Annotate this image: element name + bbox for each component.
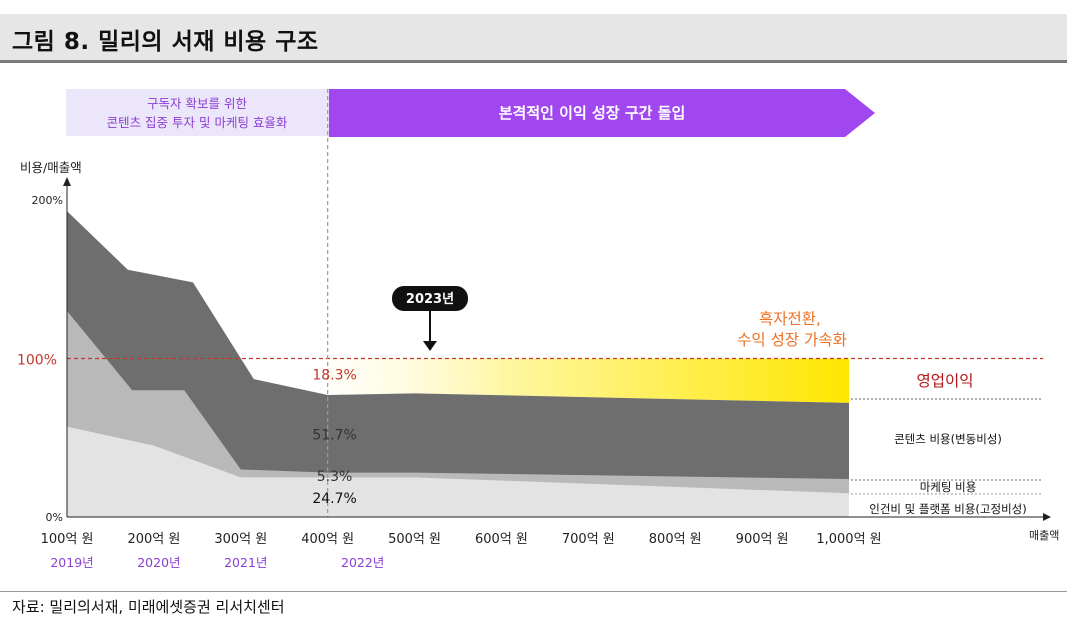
x-tick-label: 700억 원 bbox=[562, 532, 615, 547]
x-tick-label: 100억 원 bbox=[41, 532, 94, 547]
y-tick-label: 200% bbox=[32, 194, 63, 207]
banner-left-box bbox=[66, 89, 329, 136]
data-label: 5.3% bbox=[317, 469, 353, 485]
title-bar: 그림 8. 밀리의 서재 비용 구조 bbox=[0, 14, 1067, 63]
legend-content: 콘텐츠 비용(변동비성) bbox=[894, 432, 1002, 446]
y-tick-label: 100% bbox=[17, 353, 57, 369]
banner-right-text: 본격적인 이익 성장 구간 돌입 bbox=[499, 104, 686, 122]
series-area-인건비-및-플랫폼-비용-고정비성 bbox=[67, 426, 849, 517]
y-axis-arrow bbox=[63, 177, 71, 186]
year-label: 2019년 bbox=[50, 555, 93, 570]
y-tick-label: 0% bbox=[46, 511, 63, 524]
x-tick-label: 500억 원 bbox=[388, 532, 441, 547]
data-label: 24.7% bbox=[312, 491, 356, 507]
turnaround-line2: 수익 성장 가속화 bbox=[737, 331, 847, 349]
banner-left-line1: 구독자 확보를 위한 bbox=[147, 96, 247, 111]
x-axis-label: 매출액 bbox=[1029, 529, 1059, 542]
data-label: 18.3% bbox=[312, 367, 356, 383]
x-tick-label: 1,000억 원 bbox=[816, 532, 881, 547]
legend-marketing: 마케팅 비용 bbox=[920, 480, 977, 494]
year-callout-text: 2023년 bbox=[406, 292, 454, 307]
year-label: 2021년 bbox=[224, 555, 267, 570]
data-label: 51.7% bbox=[312, 428, 356, 444]
year-label: 2022년 bbox=[341, 555, 384, 570]
banner-right-arrow bbox=[329, 89, 875, 137]
figure-title: 그림 8. 밀리의 서재 비용 구조 bbox=[12, 29, 319, 55]
year-label: 2020년 bbox=[137, 555, 180, 570]
x-axis-arrow bbox=[1043, 513, 1051, 521]
plot-area: 200% 100% 0% 100억 원 200억 원 300억 원 400억 원 500억 원… bbox=[17, 89, 1051, 570]
y-axis-label: 비용/매출액 bbox=[20, 160, 82, 175]
x-tick-label: 400억 원 bbox=[301, 532, 354, 547]
x-tick-label: 900억 원 bbox=[736, 532, 789, 547]
series-area-영업이익 bbox=[327, 358, 850, 403]
x-tick-label: 200억 원 bbox=[127, 532, 180, 547]
x-tick-label: 800억 원 bbox=[649, 532, 702, 547]
legend-profit: 영업이익 bbox=[916, 372, 973, 390]
turnaround-line1: 흑자전환, bbox=[759, 310, 821, 328]
series-area-콘텐츠-비용-변동비성 bbox=[67, 211, 849, 517]
footer-divider bbox=[0, 591, 1067, 592]
source-note: 자료: 밀리의서재, 미래에셋증권 리서치센터 bbox=[12, 598, 285, 616]
year-callout-box bbox=[392, 286, 468, 311]
year-callout-arrow-head bbox=[423, 341, 437, 351]
banner-left-line2: 콘텐츠 집중 투자 및 마케팅 효율화 bbox=[107, 115, 288, 130]
legend-fixed: 인건비 및 플랫폼 비용(고정비성) bbox=[869, 502, 1026, 516]
x-tick-label: 600억 원 bbox=[475, 532, 528, 547]
x-tick-label: 300억 원 bbox=[214, 532, 267, 547]
